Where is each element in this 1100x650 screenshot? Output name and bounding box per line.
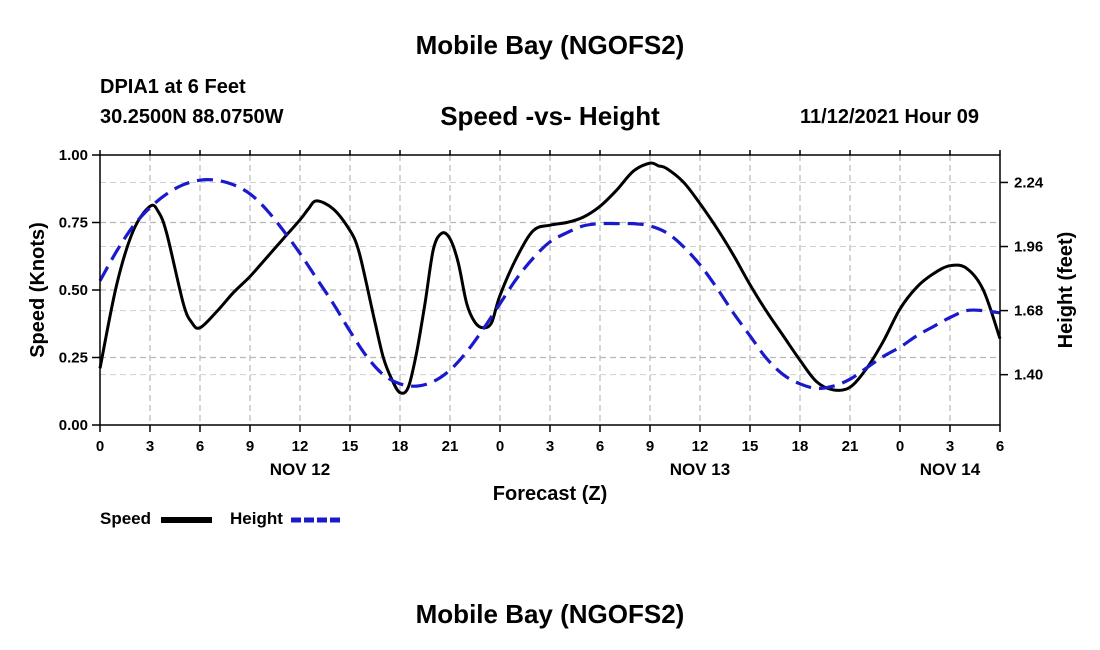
x-tick-label: 21 <box>842 438 859 455</box>
x-tick-label: 21 <box>442 438 459 455</box>
x-tick-label: 15 <box>342 438 359 455</box>
x-tick-label: 0 <box>496 438 504 455</box>
x-tick-label: 18 <box>792 438 809 455</box>
legend-speed-label: Speed <box>100 509 152 528</box>
x-tick-label: 6 <box>196 438 204 455</box>
x-tick-label: 18 <box>392 438 409 455</box>
date-label: NOV 12 <box>270 460 330 479</box>
y2-tick-label: 1.96 <box>1014 239 1043 256</box>
x-tick-label: 9 <box>646 438 654 455</box>
legend-height-label: Height <box>230 509 283 528</box>
x-tick-label: 0 <box>96 438 104 455</box>
x-tick-label: 12 <box>292 438 309 455</box>
x-tick-label: 12 <box>692 438 709 455</box>
y-tick-label: 0.50 <box>59 282 88 299</box>
y2-axis-label: Height (feet) <box>1055 232 1077 349</box>
y2-tick-label: 1.40 <box>1014 367 1043 384</box>
date-label: NOV 13 <box>670 460 730 479</box>
y-tick-label: 0.25 <box>59 350 88 367</box>
y2-tick-label: 1.68 <box>1014 303 1043 320</box>
y2-tick-label: 2.24 <box>1014 174 1044 191</box>
series-line-height <box>98 178 1001 391</box>
x-tick-label: 0 <box>896 438 904 455</box>
grid-layer <box>100 155 1000 425</box>
x-tick-label: 6 <box>996 438 1004 455</box>
x-axis-label: Forecast (Z) <box>493 483 607 505</box>
date-label: NOV 14 <box>920 460 981 479</box>
forecast-datetime: 11/12/2021 Hour 09 <box>800 106 980 128</box>
x-tick-label: 3 <box>146 438 154 455</box>
chart-title: Mobile Bay (NGOFS2) <box>415 30 685 60</box>
station-coordinates: 30.2500N 88.0750W <box>100 106 284 128</box>
series-layer <box>98 161 1002 395</box>
y-tick-label: 0.00 <box>59 417 88 434</box>
x-tick-label: 3 <box>946 438 954 455</box>
y-tick-label: 1.00 <box>59 147 88 164</box>
x-tick-label: 3 <box>546 438 554 455</box>
x-tick-label: 9 <box>246 438 254 455</box>
x-tick-label: 15 <box>742 438 759 455</box>
y-axis-label: Speed (Knots) <box>27 222 49 358</box>
chart-subtitle: Speed -vs- Height <box>440 101 660 131</box>
y-tick-label: 0.75 <box>59 215 88 232</box>
ticks-layer: 0 3 6 9 12 15 18 21 0 3 6 9 12 15 18 21 0 3 6 0.00 0.25 0.50 0… <box>59 147 1044 479</box>
footer-chart-title: Mobile Bay (NGOFS2) <box>415 599 685 629</box>
x-tick-label: 6 <box>596 438 604 455</box>
series-line-speed <box>98 161 1002 395</box>
station-label: DPIA1 at 6 Feet <box>100 76 246 98</box>
